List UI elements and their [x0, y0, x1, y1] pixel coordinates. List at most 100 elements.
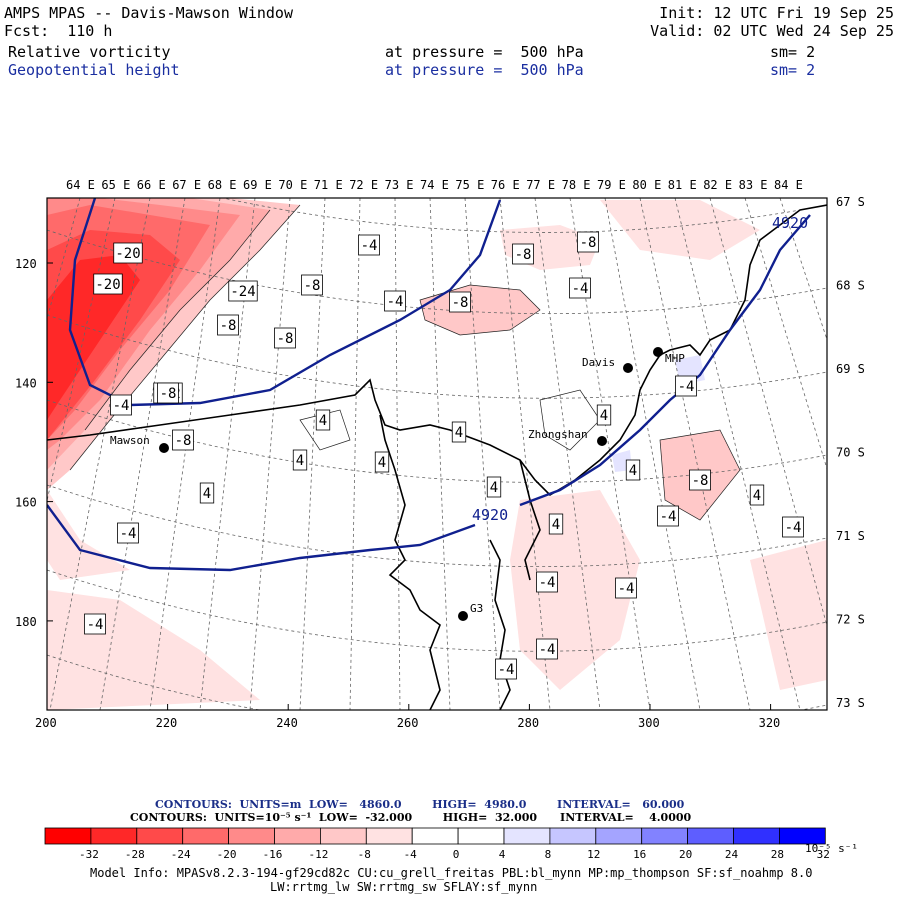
vorticity-label-box	[615, 577, 637, 599]
lat-label: 70 S	[836, 446, 865, 460]
vorticity-label: -4	[87, 617, 104, 633]
vorticity-label: -8	[220, 318, 237, 334]
lon-label: 71 E	[314, 178, 343, 192]
color-bar-tick: 32	[817, 848, 830, 861]
vorticity-label-box	[117, 522, 139, 544]
vorticity-label-box	[449, 291, 471, 313]
color-bar-swatch	[365, 827, 413, 845]
valid-time: Valid: 02 UTC Wed 24 Sep 25	[650, 22, 894, 40]
vorticity-label: -8	[515, 247, 532, 263]
vorticity-label: -4	[539, 642, 556, 658]
color-bar-swatch	[641, 827, 689, 845]
color-bar-tick: 16	[633, 848, 646, 861]
vorticity-label-box	[93, 273, 123, 295]
vorticity-label: -8	[452, 295, 469, 311]
vorticity-label: 4	[629, 463, 637, 479]
forecast-hour: Fcst: 110 h	[4, 22, 113, 40]
field2-name: Geopotential height	[8, 61, 180, 79]
x-axis-ticks: 200 220 240 260 280 300 320	[35, 704, 780, 730]
vorticity-label-box	[548, 513, 564, 535]
station-dot-mawson	[159, 443, 169, 453]
vorticity-label-box	[486, 476, 502, 498]
vorticity-label: 4	[378, 455, 386, 471]
color-bar-tick: 8	[545, 848, 552, 861]
lon-label: 68 E	[208, 178, 237, 192]
color-bar-swatch	[182, 827, 229, 845]
color-bar-tick: 0	[453, 848, 460, 861]
station-label-g3: G3	[470, 602, 483, 615]
vorticity-label: 4	[296, 453, 304, 469]
x-tick-label: 220	[156, 716, 178, 730]
vorticity-label-box	[301, 274, 323, 296]
lon-label: 76 E	[491, 178, 520, 192]
lat-label: 71 S	[836, 529, 865, 543]
color-bar-swatch	[503, 827, 551, 845]
lon-label: 84 E	[774, 178, 803, 192]
vorticity-label: -24	[230, 284, 255, 300]
y-tick-label: 180	[15, 615, 37, 629]
color-bar: -32 -28 -24 -20 -16 -12 -8 -4 0 4 8 12 16 20 24 28 32	[44, 827, 830, 861]
color-bar-tick: 28	[771, 848, 784, 861]
vorticity-label-box	[577, 231, 599, 253]
field2-smoothing: sm= 2	[770, 61, 816, 79]
color-bar-swatch	[595, 827, 643, 845]
color-bar-tick: -8	[358, 848, 371, 861]
x-tick-label: 200	[35, 716, 57, 730]
lon-label: 83 E	[739, 178, 768, 192]
color-bar-swatch	[549, 827, 597, 845]
vorticity-label: 4	[455, 425, 463, 441]
vorticity-label: -4	[120, 526, 137, 542]
vorticity-label: -8	[692, 473, 709, 489]
vorticity-label-box	[657, 505, 679, 527]
y-tick-label: 140	[15, 376, 37, 390]
vorticity-label: -4	[539, 575, 556, 591]
model-info-line1: Model Info: MPASv8.2.3-194-gf29cd82c CU:…	[90, 866, 813, 880]
color-bar-swatch	[319, 827, 367, 845]
station-label-davis: Davis	[582, 356, 615, 369]
lon-label: 82 E	[703, 178, 732, 192]
x-tick-label: 300	[638, 716, 660, 730]
vorticity-label: -4	[660, 509, 677, 525]
color-bar-swatch	[687, 827, 734, 845]
vorticity-label: -20	[95, 277, 120, 293]
y-tick-label: 120	[15, 257, 37, 271]
vorticity-label-box	[675, 375, 697, 397]
color-bar-tick: -20	[217, 848, 237, 861]
vorticity-label: -4	[572, 281, 589, 297]
model-info-line2: LW:rrtmg_lw SW:rrtmg_sw SFLAY:sf_mynn	[270, 880, 538, 894]
color-bar-tick: 4	[499, 848, 506, 861]
vorticity-label: 4	[203, 486, 211, 502]
vorticity-label: 4	[552, 517, 560, 533]
vorticity-label-box	[625, 459, 641, 481]
color-bar-tick: -16	[263, 848, 283, 861]
vorticity-label-box	[110, 394, 132, 416]
vorticity-label-box	[315, 409, 331, 431]
vorticity-label-box	[217, 314, 239, 336]
init-time: Init: 12 UTC Fri 19 Sep 25	[659, 4, 894, 22]
vorticity-label-box	[199, 482, 215, 504]
vorticity-label-box	[495, 658, 517, 680]
vorticity-shading	[47, 198, 827, 710]
color-bar-tick: 20	[679, 848, 692, 861]
coastline	[47, 204, 827, 710]
vorticity-label-box	[536, 638, 558, 660]
vorticity-label: -4	[785, 520, 802, 536]
vorticity-label: -8	[304, 278, 321, 294]
lon-label: 64 E	[66, 178, 95, 192]
color-bar-swatch	[411, 827, 459, 845]
station-dot-mhp	[653, 347, 663, 357]
color-bar-swatch	[228, 827, 275, 845]
vorticity-label-box	[157, 382, 179, 404]
parallels	[47, 198, 827, 710]
station-dot-zhongshan	[597, 436, 607, 446]
station-label-mawson: Mawson	[110, 434, 150, 447]
color-bar-swatch	[733, 827, 780, 845]
vorticity-label: 4	[753, 488, 761, 504]
vorticity-label-box	[228, 280, 258, 302]
lon-label: 73 E	[385, 178, 414, 192]
lon-label: 74 E	[420, 178, 449, 192]
lat-label: 73 S	[836, 696, 865, 710]
color-bar-tick: -12	[308, 848, 328, 861]
vorticity-label-box	[596, 404, 612, 426]
